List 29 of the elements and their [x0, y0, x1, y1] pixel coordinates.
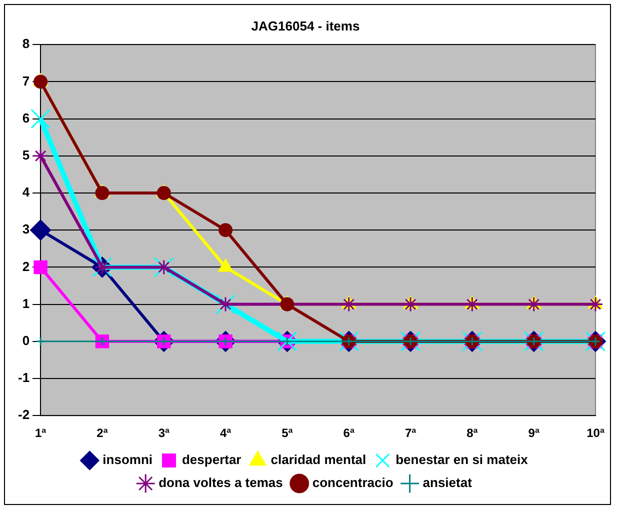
y-tick-label: 3: [22, 222, 30, 237]
y-tick-label: 6: [22, 110, 30, 126]
x-tick-label: 6ª: [343, 426, 355, 440]
x-tick-label: 2ª: [96, 426, 108, 440]
x-tick-label: 1ª: [34, 426, 47, 440]
legend-label: dona voltes a temas: [158, 475, 283, 490]
y-tick-label: -2: [18, 407, 30, 422]
legend-label: concentracio: [312, 475, 394, 490]
legend-label: ansietat: [422, 475, 473, 490]
x-tick-label: 8ª: [466, 426, 478, 440]
x-tick-label: 10ª: [586, 426, 605, 440]
y-tick-label: -1: [18, 370, 30, 386]
legend-label: despertar: [182, 452, 242, 468]
x-tick-label: 3ª: [158, 426, 170, 440]
legend-label: claridad mental: [270, 452, 366, 468]
x-tick-label: 7ª: [404, 426, 417, 440]
y-tick-label: 7: [22, 73, 30, 88]
y-tick-label: 2: [22, 258, 30, 274]
chart-title: JAG16054 - items: [251, 18, 360, 34]
legend-label: benestar en si mateix: [396, 452, 529, 468]
y-tick-label: 4: [22, 184, 30, 200]
y-tick-label: 0: [22, 332, 30, 348]
x-tick-label: 4ª: [220, 426, 232, 440]
y-tick-label: 1: [22, 296, 30, 311]
x-tick-label: 5ª: [282, 426, 294, 440]
y-tick-label: 8: [22, 36, 30, 52]
legend-label: insomni: [102, 452, 153, 468]
y-tick-label: 5: [22, 147, 30, 162]
x-tick-label: 9ª: [528, 426, 540, 440]
